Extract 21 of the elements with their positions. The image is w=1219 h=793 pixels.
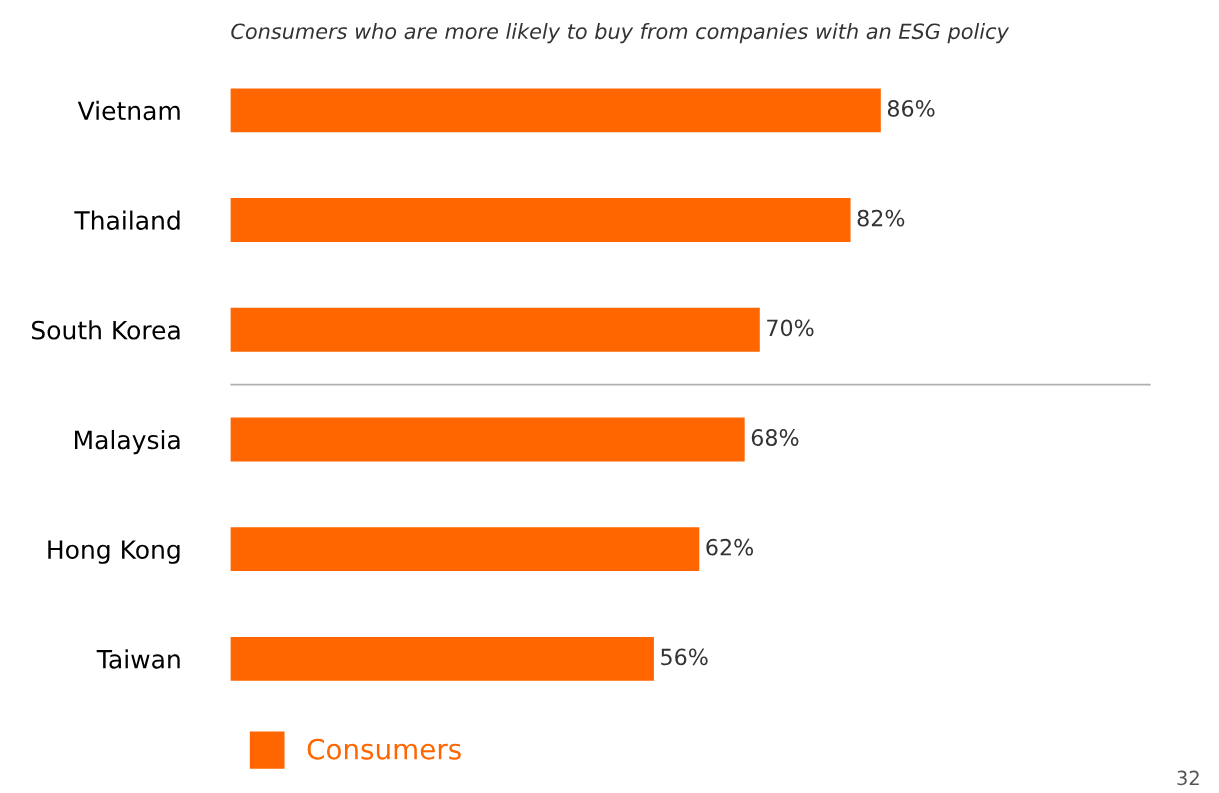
- data-label: 86%: [887, 100, 935, 117]
- chart-title: Consumers who are more likely to buy from companies with an ESG policy: [231, 23, 1010, 44]
- bar: [230, 198, 851, 242]
- y-tick-label: Malaysia: [74, 429, 180, 455]
- bar: [230, 527, 700, 572]
- y-tick-label: Thailand: [74, 210, 180, 230]
- y-tick-label: South Korea: [31, 320, 180, 340]
- bar: [230, 307, 760, 352]
- data-label: 82%: [857, 209, 905, 227]
- y-tick-label: Hong Kong: [48, 540, 180, 564]
- y-tick-label: Vietnam: [77, 100, 180, 121]
- data-label: 68%: [751, 429, 799, 446]
- data-label: 56%: [661, 648, 708, 666]
- bar: [230, 88, 881, 133]
- y-tick-label: Taiwan: [96, 649, 180, 669]
- data-label: 70%: [767, 319, 814, 337]
- legend-label: Consumers: [307, 738, 461, 760]
- text: 32: [1177, 770, 1199, 786]
- bar: [230, 417, 745, 462]
- data-label: 62%: [706, 538, 754, 556]
- bar: [230, 636, 654, 681]
